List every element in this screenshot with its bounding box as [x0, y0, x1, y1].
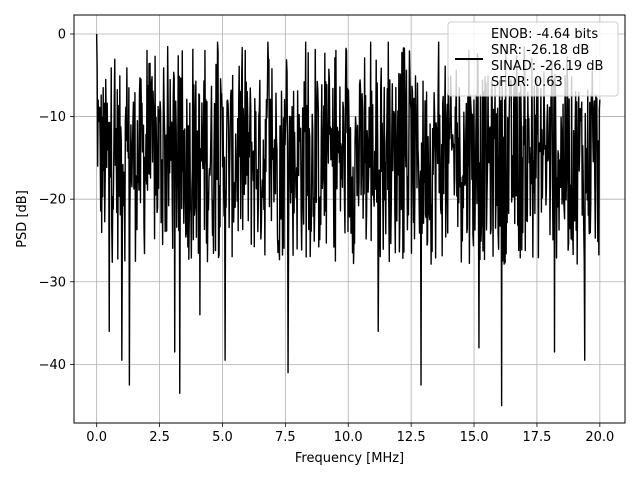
- x-tick-label: 2.5: [149, 430, 170, 445]
- legend: ENOB: -4.64 bits SNR: -26.18 dB SINAD: -…: [447, 21, 619, 97]
- x-axis-label: Frequency [MHz]: [295, 451, 404, 466]
- legend-box: [447, 21, 619, 97]
- axes-frame: [73, 14, 626, 424]
- y-tick-label: −10: [39, 110, 66, 125]
- psd-series-line: [95, 33, 601, 407]
- y-tick-label: 0: [58, 27, 66, 42]
- x-tick-label: 20.0: [585, 430, 614, 445]
- x-tick-label: 7.5: [275, 430, 296, 445]
- ticks: 0.0 2.5 5.0 7.5 10.0 12.5 15.0 17.5 20.0 0 −10 −20 −…: [39, 27, 615, 445]
- x-tick-label: 12.5: [397, 430, 426, 445]
- y-axis-label: PSD [dB]: [15, 190, 30, 248]
- x-tick-label: 10.0: [334, 430, 363, 445]
- plot-area: [95, 33, 601, 407]
- y-tick-label: −40: [39, 358, 66, 373]
- x-tick-label: 15.0: [460, 430, 489, 445]
- y-tick-label: −20: [39, 193, 66, 208]
- x-tick-label: 0.0: [86, 430, 107, 445]
- legend-entry-sfdr: SFDR: 0.63: [491, 75, 563, 90]
- legend-entry-snr: SNR: -26.18 dB: [491, 43, 589, 58]
- x-tick-label: 5.0: [212, 430, 233, 445]
- legend-entry-enob: ENOB: -4.64 bits: [491, 27, 598, 42]
- legend-entry-sinad: SINAD: -26.19 dB: [491, 59, 603, 74]
- x-tick-label: 17.5: [522, 430, 551, 445]
- y-tick-label: −30: [39, 275, 66, 290]
